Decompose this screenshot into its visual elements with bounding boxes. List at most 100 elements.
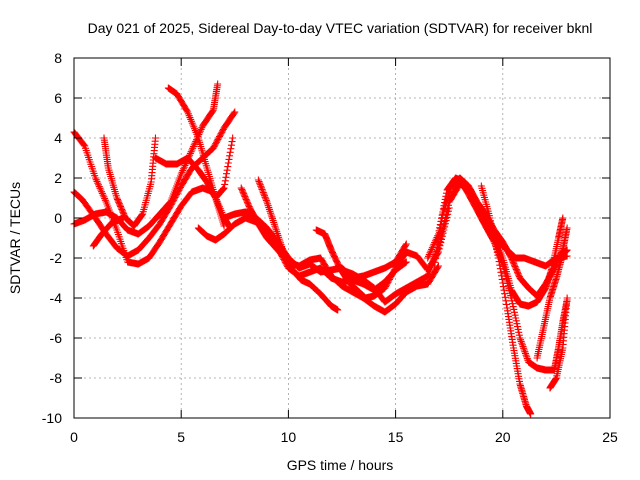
data-point-marker <box>188 146 196 154</box>
data-point-marker <box>433 247 441 255</box>
data-point-marker <box>402 258 410 266</box>
y-tick-label: -8 <box>50 370 63 386</box>
data-point-marker <box>258 185 266 193</box>
data-point-marker <box>178 168 186 176</box>
data-point-marker <box>260 190 268 198</box>
data-point-marker <box>563 224 571 232</box>
data-point-marker <box>438 217 446 225</box>
data-point-marker <box>426 249 434 257</box>
data-point-marker <box>257 184 265 192</box>
data-point-marker <box>432 251 440 259</box>
data-point-marker <box>98 188 106 196</box>
data-point-marker <box>425 251 433 259</box>
data-point-marker <box>226 148 234 156</box>
data-point-marker <box>262 195 270 203</box>
data-point-marker <box>424 254 432 262</box>
data-point-marker <box>94 179 102 187</box>
y-tick-label: 6 <box>54 90 62 106</box>
data-point-marker <box>96 184 104 192</box>
data-point-marker <box>97 186 105 194</box>
data-point-marker <box>190 141 198 149</box>
data-point-marker <box>436 229 444 237</box>
data-point-marker <box>231 108 239 116</box>
data-point-marker <box>261 193 269 201</box>
series-track-7 <box>89 214 127 250</box>
data-point-marker <box>222 173 230 181</box>
data-point-marker <box>227 141 235 149</box>
data-point-marker <box>434 236 442 244</box>
grid-lines <box>74 58 610 418</box>
data-point-marker <box>99 191 107 199</box>
data-point-marker <box>431 258 439 266</box>
data-point-marker <box>518 339 526 347</box>
data-point-marker <box>219 185 227 193</box>
data-point-marker <box>220 184 228 192</box>
data-point-marker <box>93 177 101 185</box>
data-point-marker <box>433 243 441 251</box>
y-tick-label: -2 <box>50 250 63 266</box>
y-tick-label: 0 <box>54 210 62 226</box>
data-point-marker <box>559 214 567 222</box>
data-point-marker <box>438 214 446 222</box>
data-point-marker <box>436 225 444 233</box>
data-point-marker <box>177 170 185 178</box>
data-point-marker <box>429 242 437 250</box>
series-track-5 <box>100 134 159 230</box>
data-point-marker <box>259 187 267 195</box>
data-point-marker <box>92 176 100 184</box>
x-tick-label: 0 <box>70 429 78 445</box>
data-point-marker <box>223 170 231 178</box>
data-point-marker <box>434 263 442 271</box>
data-point-marker <box>256 179 264 187</box>
data-point-marker <box>197 125 205 133</box>
data-point-marker <box>334 306 342 314</box>
data-point-marker <box>219 185 227 193</box>
x-tick-label: 25 <box>602 429 618 445</box>
data-point-marker <box>221 177 229 185</box>
y-tick-label: 4 <box>54 130 62 146</box>
data-point-marker <box>520 346 528 354</box>
data-point-marker <box>262 196 270 204</box>
x-tick-label: 10 <box>281 429 297 445</box>
data-point-marker <box>226 152 234 160</box>
data-point-marker <box>522 351 530 359</box>
data-point-marker <box>229 134 237 142</box>
data-point-marker <box>256 181 264 189</box>
data-point-marker <box>179 167 187 175</box>
y-axis-label: SDTVAR / TECUs <box>7 182 23 294</box>
y-tick-label: 8 <box>54 50 62 66</box>
data-point-marker <box>520 344 528 352</box>
y-tick-label: -10 <box>42 410 62 426</box>
data-point-marker <box>254 176 262 184</box>
data-point-marker <box>518 341 526 349</box>
data-point-marker <box>402 240 410 248</box>
data-point-marker <box>519 343 527 351</box>
data-point-marker <box>435 232 443 240</box>
data-point-marker <box>230 109 238 117</box>
data-point-marker <box>100 193 108 201</box>
data-point-marker <box>223 166 231 174</box>
data-point-marker <box>517 337 525 345</box>
data-point-marker <box>516 334 524 342</box>
data-point-marker <box>431 239 439 247</box>
data-point-marker <box>151 134 159 142</box>
y-tick-label: -4 <box>50 290 63 306</box>
chart-title: Day 021 of 2025, Sidereal Day-to-day VTE… <box>88 20 593 36</box>
data-point-marker <box>523 353 531 361</box>
data-point-marker <box>430 262 438 270</box>
data-point-marker <box>101 196 109 204</box>
data-point-marker <box>138 211 146 219</box>
series-track-6 <box>151 134 237 202</box>
data-point-marker <box>224 163 232 171</box>
data-point-marker <box>191 139 199 147</box>
data-point-marker <box>259 189 267 197</box>
data-point-marker <box>227 145 235 153</box>
data-point-marker <box>95 183 103 191</box>
y-tick-label: 2 <box>54 170 62 186</box>
x-axis-label: GPS time / hours <box>287 457 394 473</box>
data-point-marker <box>101 195 109 203</box>
data-point-marker <box>425 252 433 260</box>
data-point-marker <box>165 200 173 208</box>
data-series <box>70 80 571 418</box>
data-point-marker <box>221 180 229 188</box>
